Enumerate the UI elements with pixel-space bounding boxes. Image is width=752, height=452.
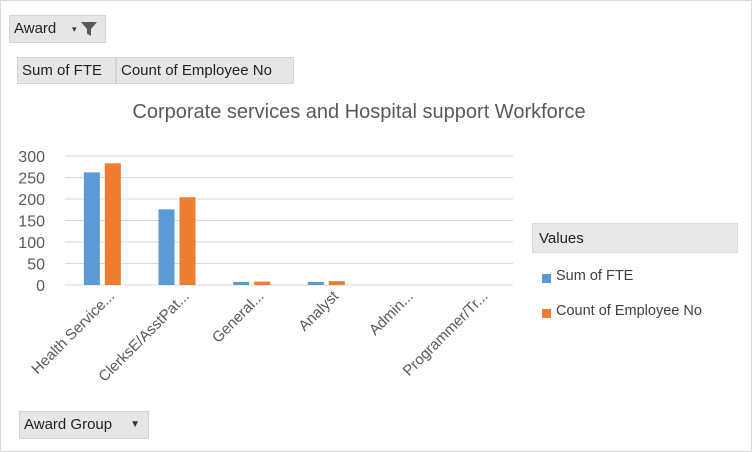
award-filter-button[interactable]: Award ▾ [9, 15, 106, 43]
x-tick-label: Admin... [366, 288, 417, 339]
award-filter-label: Award [14, 20, 57, 37]
legend-title: Values [532, 223, 738, 253]
gridlines [65, 155, 513, 286]
bar-sum-fte[interactable] [158, 209, 175, 285]
y-tick-label: 250 [18, 171, 45, 188]
chart-title: Corporate services and Hospital support … [132, 101, 585, 123]
y-tick-label: 150 [18, 214, 45, 231]
bar-sum-fte[interactable] [83, 172, 100, 285]
bar-count-employee[interactable] [179, 197, 196, 285]
bar-count-employee[interactable] [104, 163, 121, 285]
legend-swatch [542, 274, 551, 283]
legend-label: Sum of FTE [556, 268, 634, 284]
bars [83, 163, 345, 285]
legend-swatch [542, 309, 551, 318]
y-tick-label: 50 [27, 257, 45, 274]
y-tick-label: 100 [18, 235, 45, 252]
y-tick-label: 300 [18, 149, 45, 166]
legend: Values Sum of FTE Count of Employee No [532, 223, 738, 323]
dropdown-arrow-icon: ▾ [72, 24, 77, 34]
award-group-axis-button[interactable]: Award Group ▼ [19, 411, 149, 439]
bar-sum-fte[interactable] [233, 281, 250, 285]
legend-item-count-employee[interactable]: Count of Employee No [532, 303, 738, 323]
y-tick-label: 0 [36, 278, 45, 295]
bar-sum-fte[interactable] [307, 281, 324, 285]
x-tick-label: General... [209, 288, 268, 347]
dropdown-arrow-icon: ▼ [130, 419, 140, 430]
bar-count-employee[interactable] [254, 281, 271, 285]
legend-item-sum-fte[interactable]: Sum of FTE [532, 268, 738, 288]
x-tick-label: Analyst [295, 287, 342, 334]
y-tick-label: 200 [18, 192, 45, 209]
value-field-count-employee[interactable]: Count of Employee No [116, 57, 294, 84]
y-axis-ticks: 0 50 100 150 200 250 300 [18, 149, 45, 295]
bar-count-employee[interactable] [328, 281, 345, 285]
award-group-label: Award Group [24, 416, 113, 433]
x-axis-ticks: Health Service...ClerksE/AsstPat... Gener… [28, 287, 491, 385]
value-field-sum-fte[interactable]: Sum of FTE [17, 57, 116, 84]
legend-label: Count of Employee No [556, 303, 702, 319]
funnel-icon [81, 22, 97, 36]
